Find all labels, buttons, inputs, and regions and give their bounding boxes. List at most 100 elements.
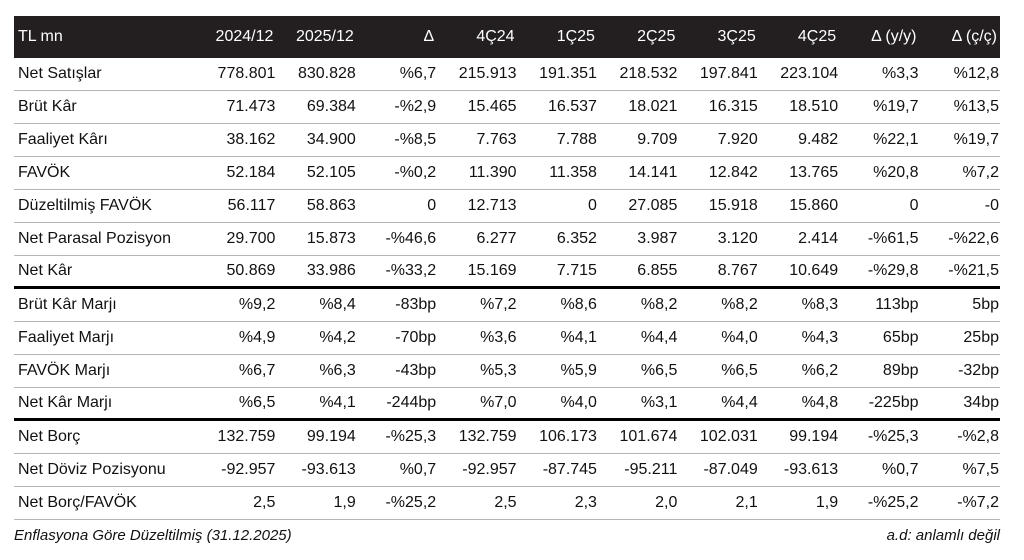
cell: 102.031: [678, 419, 759, 454]
header-cell: 1Ç25: [517, 16, 598, 58]
cell: -%0,2: [356, 156, 438, 190]
cell: 16.315: [678, 90, 759, 124]
cell: 11.358: [517, 156, 598, 190]
cell: 12.713: [437, 189, 518, 223]
cell: %4,8: [758, 387, 840, 421]
row-label: Brüt Kâr Marjı: [14, 287, 196, 322]
cell: %3,1: [597, 387, 679, 421]
row-label: Net Kâr Marjı: [14, 387, 196, 421]
cell: 1,9: [276, 486, 357, 520]
cell: -93.613: [276, 453, 357, 487]
cell: 11.390: [437, 156, 518, 190]
cell: %8,4: [276, 287, 357, 322]
cell: 71.473: [196, 90, 277, 124]
cell: -%25,2: [839, 486, 920, 520]
cell: 99.194: [276, 419, 357, 454]
cell: -0: [919, 189, 1000, 223]
cell: 9.709: [597, 123, 679, 157]
cell: %3,6: [437, 321, 518, 355]
table-row: Faaliyet Marjı %4,9 %4,2 -70bp %3,6 %4,1 %4,4%…: [14, 321, 1000, 355]
cell: 113bp: [839, 287, 920, 322]
cell: 1,9: [758, 486, 840, 520]
cell: 18.510: [758, 90, 840, 124]
cell: 2.414: [758, 222, 840, 256]
cell: 16.537: [517, 90, 598, 124]
cell: %19,7: [919, 123, 1000, 157]
cell: 2,3: [517, 486, 598, 520]
cell: -%46,6: [356, 222, 438, 256]
cell: %6,5: [597, 354, 679, 388]
table-row: Düzeltilmiş FAVÖK 56.117 58.863 0 12.713 0 27.…: [14, 189, 1000, 223]
cell: 8.767: [678, 255, 759, 289]
cell: 191.351: [517, 58, 598, 91]
cell: 29.700: [196, 222, 277, 256]
cell: %6,2: [758, 354, 840, 388]
cell: 9.482: [758, 123, 840, 157]
footer: Enflasyona Göre Düzeltilmiş (31.12.2025)…: [14, 527, 1000, 544]
cell: 830.828: [276, 58, 357, 91]
cell: 38.162: [196, 123, 277, 157]
cell: %6,7: [196, 354, 277, 388]
cell: 218.532: [597, 58, 679, 91]
cell: 15.873: [276, 222, 357, 256]
cell: %7,0: [437, 387, 518, 421]
header-cell: 3Ç25: [678, 16, 759, 58]
cell: 7.763: [437, 123, 518, 157]
table-row: Brüt Kâr Marjı %9,2 %8,4 -83bp %7,2 %8,6 %8,2%…: [14, 287, 1000, 322]
cell: -87.049: [678, 453, 759, 487]
table-row: Net Parasal Pozisyon 29.700 15.873 -%46,6 6.…: [14, 222, 1000, 256]
cell: %4,3: [758, 321, 840, 355]
table-row: FAVÖK Marjı %6,7 %6,3 -43bp %5,3 %5,9 %6,5 %6,5…: [14, 354, 1000, 388]
header-cell: Δ: [356, 16, 438, 58]
row-label: Net Borç: [14, 419, 196, 454]
cell: %4,0: [517, 387, 598, 421]
cell: 52.184: [196, 156, 277, 190]
cell: 7.920: [678, 123, 759, 157]
cell: -87.745: [517, 453, 598, 487]
cell: %4,4: [678, 387, 759, 421]
row-label: Brüt Kâr: [14, 90, 196, 124]
table-row: Net Satışlar 778.801 830.828 %6,7 215.913 191…: [14, 58, 1000, 91]
cell: 7.788: [517, 123, 598, 157]
cell: %4,4: [597, 321, 679, 355]
cell: 5bp: [919, 287, 1000, 322]
cell: 50.869: [196, 255, 277, 289]
cell: -%25,2: [356, 486, 438, 520]
cell: -%33,2: [356, 255, 438, 289]
cell: -92.957: [196, 453, 277, 487]
cell: 12.842: [678, 156, 759, 190]
cell: 58.863: [276, 189, 357, 223]
cell: %12,8: [919, 58, 1000, 91]
cell: 52.105: [276, 156, 357, 190]
cell: 15.465: [437, 90, 518, 124]
cell: %5,9: [517, 354, 598, 388]
cell: %7,2: [437, 287, 518, 322]
cell: %6,3: [276, 354, 357, 388]
cell: %20,8: [839, 156, 920, 190]
cell: %22,1: [839, 123, 920, 157]
header-cell: 2025/12: [276, 16, 357, 58]
cell: -95.211: [597, 453, 679, 487]
cell: 89bp: [839, 354, 920, 388]
row-label: FAVÖK: [14, 156, 196, 190]
row-label: Düzeltilmiş FAVÖK: [14, 189, 196, 223]
table-row: Brüt Kâr 71.473 69.384 -%2,9 15.465 16.537 18.…: [14, 90, 1000, 124]
cell: 2,0: [597, 486, 679, 520]
cell: 132.759: [437, 419, 518, 454]
cell: %8,2: [678, 287, 759, 322]
row-label: Faaliyet Marjı: [14, 321, 196, 355]
row-label: Net Kâr: [14, 255, 196, 289]
cell: %0,7: [839, 453, 920, 487]
cell: -%25,3: [839, 419, 920, 454]
cell: 223.104: [758, 58, 840, 91]
header-cell: Δ (ç/ç): [919, 16, 1000, 58]
cell: -%22,6: [919, 222, 1000, 256]
cell: 101.674: [597, 419, 679, 454]
cell: -%29,8: [839, 255, 920, 289]
cell: 56.117: [196, 189, 277, 223]
cell: -%8,5: [356, 123, 438, 157]
cell: -32bp: [919, 354, 1000, 388]
row-label: Net Satışlar: [14, 58, 196, 91]
table-row: Net Borç 132.759 99.194 -%25,3 132.759 106.17…: [14, 419, 1000, 454]
